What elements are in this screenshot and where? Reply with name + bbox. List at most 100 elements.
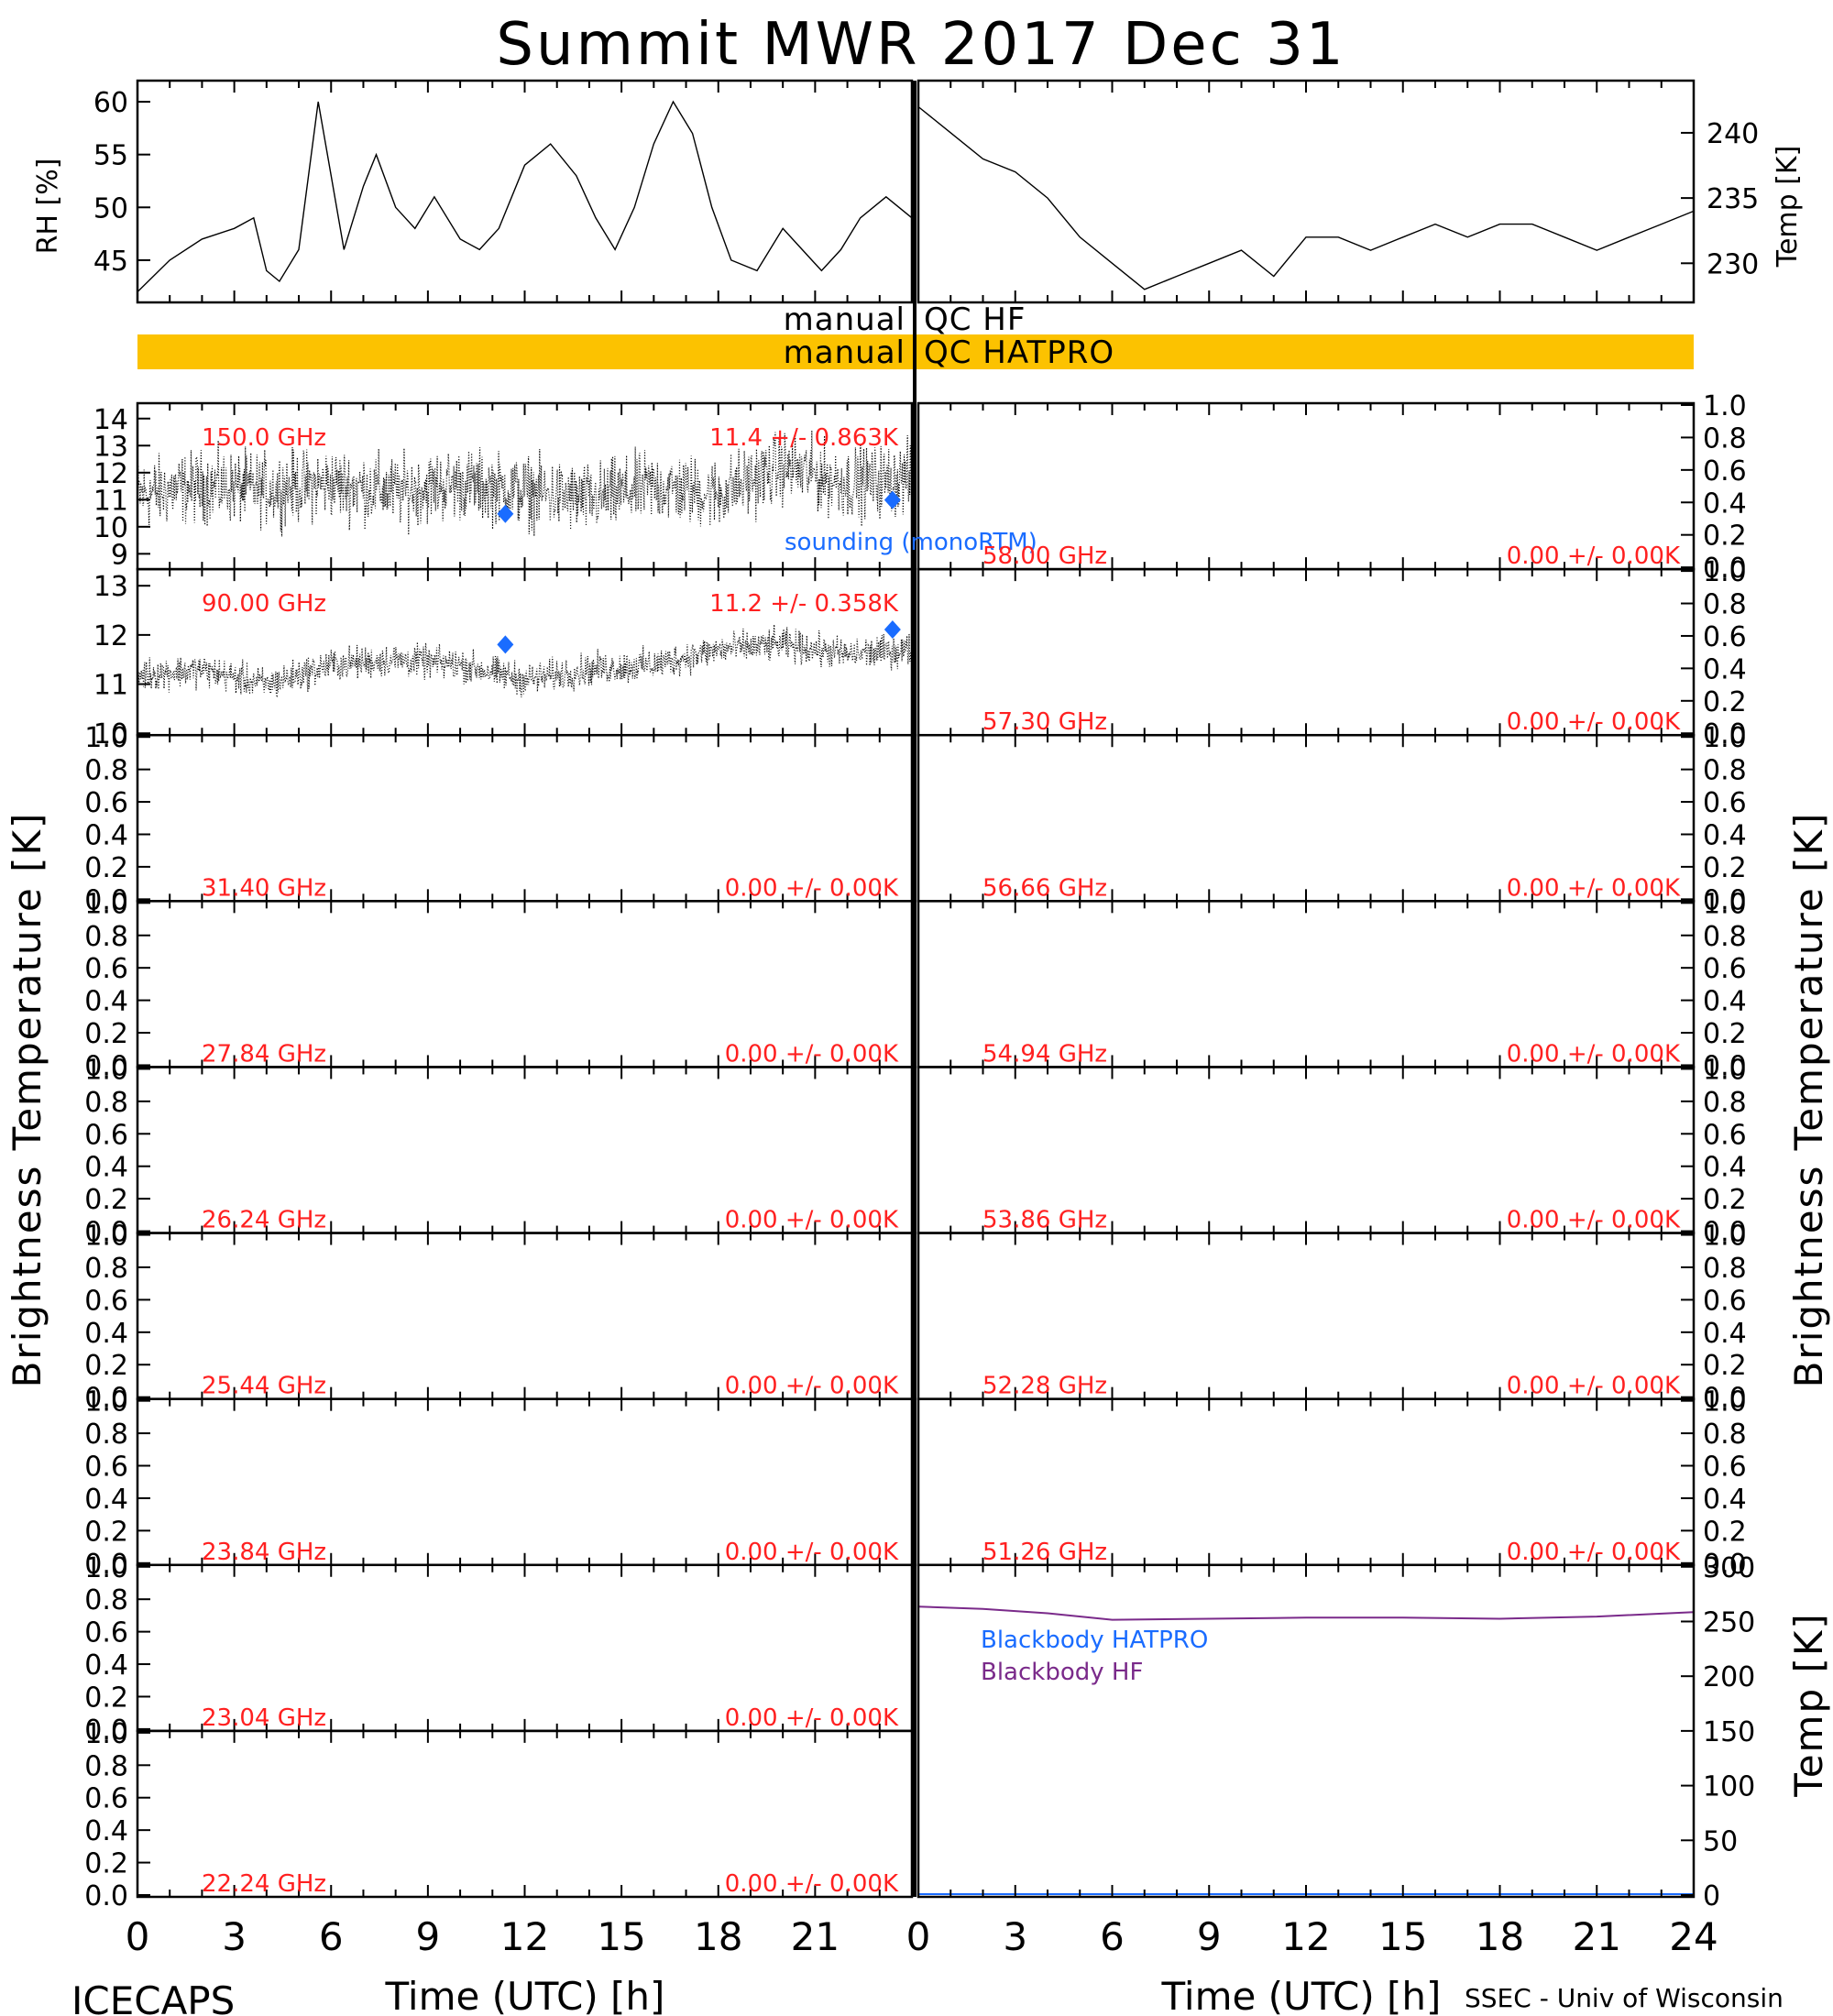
- panel-53-86-ghz-ytick-label: 0.2: [1703, 1184, 1747, 1216]
- bb-temp-axis-label: Temp [K]: [1786, 1612, 1831, 1798]
- panel-57-30-ghz-ytick-label: 0.6: [1703, 621, 1747, 653]
- panel-22-24-ghz-ytick-label: 1.0: [84, 1718, 128, 1750]
- panel-90-00-ghz-ytick-label: 11: [93, 670, 128, 702]
- panel-22-24-ghz-label: 22.24 GHz: [202, 1870, 326, 1898]
- brightness-axis-label-right: Brightness Temperature [K]: [1786, 812, 1831, 1388]
- panel-51-26-ghz-stat: 0.00 +/- 0.00K: [1507, 1539, 1681, 1566]
- rh-panel-ytick-label: 45: [93, 246, 128, 278]
- panel-56-66-ghz-ytick-label: 0.2: [1703, 852, 1747, 884]
- x-tick-label-right: 18: [1476, 1914, 1524, 1959]
- panel-56-66-ghz-ytick-label: 0.8: [1703, 755, 1747, 787]
- panel-90-00-ghz-ytick-label: 10: [93, 718, 128, 751]
- temp-panel-ytick-label: 235: [1707, 183, 1759, 215]
- panel-26-24-ghz-ytick-label: 0.4: [84, 1152, 128, 1184]
- panel-22-24-ghz-ytick-label: 0.6: [84, 1783, 128, 1815]
- panel-31-40-ghz-ytick-label: 0.4: [84, 819, 128, 851]
- bb-panel-ytick-label: 50: [1703, 1825, 1738, 1857]
- panel-53-86-ghz-ytick-label: 0.8: [1703, 1087, 1747, 1119]
- panel-31-40-ghz-ytick-label: 0.6: [84, 787, 128, 819]
- sounding-legend: sounding (monoRTM): [785, 529, 1037, 556]
- panel-53-86-ghz-ytick-label: 0.4: [1703, 1152, 1747, 1184]
- panel-150-0-ghz-ytick-label: 9: [111, 539, 128, 571]
- panel-54-94-ghz-ytick-label: 0.0: [1703, 1050, 1747, 1082]
- panel-25-44-ghz-stat: 0.00 +/- 0.00K: [725, 1373, 899, 1400]
- panel-23-84-ghz-label: 23.84 GHz: [202, 1539, 326, 1566]
- axes-layer: [136, 79, 1696, 1899]
- panel-90-00-ghz-stat: 11.2 +/- 0.358K: [709, 590, 899, 618]
- panel-150-0-ghz-ytick-label: 10: [93, 512, 128, 544]
- panel-53-86-ghz-ytick-label: 0.6: [1703, 1119, 1747, 1151]
- panel-56-66-ghz-ytick-label: 0.0: [1703, 884, 1747, 916]
- x-tick-label-left: 6: [319, 1914, 344, 1959]
- temp-axis-label: Temp [K]: [1772, 146, 1804, 268]
- panel-51-26-ghz-ytick-label: 0.6: [1703, 1452, 1747, 1484]
- panel-57-30-ghz-ytick-label: 0.0: [1703, 718, 1747, 751]
- panel-90-00-ghz-sounding-point: [884, 619, 901, 639]
- rh-panel-frame: [136, 79, 914, 304]
- panel-31-40-ghz-label: 31.40 GHz: [202, 874, 326, 902]
- panel-54-94-ghz-ytick-label: 0.8: [1703, 921, 1747, 953]
- panel-54-94-ghz-ytick-label: 0.2: [1703, 1018, 1747, 1050]
- panel-25-44-ghz-ytick-label: 0.2: [84, 1350, 128, 1382]
- panel-150-0-ghz-stat: 11.4 +/- 0.863K: [709, 424, 899, 452]
- bb-panel-ytick-label: 150: [1703, 1716, 1755, 1748]
- panel-150-0-ghz-label: 150.0 GHz: [202, 424, 326, 452]
- x-tick-label-right: 12: [1281, 1914, 1330, 1959]
- panel-56-66-ghz-ytick-label: 0.4: [1703, 819, 1747, 851]
- panel-25-44-ghz-ytick-label: 0.8: [84, 1253, 128, 1285]
- panel-25-44-ghz-ytick-label: 0.4: [84, 1318, 128, 1350]
- bb-panel-frame: [916, 1563, 1696, 1899]
- footer-right: SSEC - Univ of Wisconsin: [1465, 1983, 1784, 2013]
- panel-90-00-ghz-sounding-point: [497, 635, 514, 654]
- panel-54-94-ghz-label: 54.94 GHz: [982, 1040, 1107, 1068]
- panel-23-84-ghz-stat: 0.00 +/- 0.00K: [725, 1539, 899, 1566]
- panel-23-04-ghz-ytick-label: 1.0: [84, 1552, 128, 1584]
- qc-hatpro-label-left: manual: [784, 334, 906, 371]
- qc-hatpro-label-right: QC HATPRO: [924, 334, 1114, 371]
- panel-31-40-ghz-ytick-label: 0.0: [84, 884, 128, 916]
- panel-26-24-ghz-ytick-label: 0.6: [84, 1119, 128, 1151]
- panel-52-28-ghz-stat: 0.00 +/- 0.00K: [1507, 1373, 1681, 1400]
- x-tick-label-left: 15: [597, 1914, 645, 1959]
- panel-51-26-ghz-ytick-label: 0.2: [1703, 1516, 1747, 1548]
- panel-58-00-ghz-label: 58.00 GHz: [982, 542, 1107, 570]
- x-axis-label-left: Time (UTC) [h]: [385, 1974, 665, 2016]
- bb-panel-ytick-label: 100: [1703, 1771, 1755, 1803]
- panel-150-0-ghz-ytick-label: 11: [93, 485, 128, 517]
- panel-90-00-ghz-trace: [137, 624, 912, 698]
- panel-57-30-ghz-ytick-label: 0.2: [1703, 686, 1747, 718]
- bb-panel-ytick-label: 250: [1703, 1606, 1755, 1638]
- panel-53-86-ghz-stat: 0.00 +/- 0.00K: [1507, 1207, 1681, 1234]
- panel-25-44-ghz-ytick-label: 0.6: [84, 1285, 128, 1317]
- panel-23-84-ghz-ytick-label: 0.8: [84, 1419, 128, 1451]
- panel-52-28-ghz-ytick-label: 1.0: [1703, 1221, 1747, 1253]
- panel-26-24-ghz-ytick-label: 0.8: [84, 1087, 128, 1119]
- panel-58-00-ghz-ytick-label: 0.6: [1703, 455, 1747, 488]
- bb-hf-line: [917, 1605, 1695, 1621]
- panel-58-00-ghz-ytick-label: 0.8: [1703, 422, 1747, 455]
- panel-31-40-ghz-ytick-label: 1.0: [84, 722, 128, 754]
- panel-26-24-ghz-ytick-label: 1.0: [84, 1054, 128, 1086]
- x-tick-label-right: 6: [1100, 1914, 1125, 1959]
- panel-51-26-ghz-ytick-label: 0.0: [1703, 1549, 1747, 1581]
- rh-line: [137, 100, 913, 292]
- panel-51-26-ghz-ytick-label: 0.8: [1703, 1419, 1747, 1451]
- panel-31-40-ghz-stat: 0.00 +/- 0.00K: [725, 874, 899, 902]
- panel-22-24-ghz-stat: 0.00 +/- 0.00K: [725, 1870, 899, 1898]
- panel-52-28-ghz-ytick-label: 0.8: [1703, 1253, 1747, 1285]
- panel-57-30-ghz-ytick-label: 0.4: [1703, 653, 1747, 685]
- panel-23-04-ghz-ytick-label: 0.0: [84, 1715, 128, 1747]
- panel-56-66-ghz-ytick-label: 0.6: [1703, 787, 1747, 819]
- bb-panel-ytick-label: 0: [1703, 1880, 1720, 1912]
- panel-56-66-ghz-stat: 0.00 +/- 0.00K: [1507, 874, 1681, 902]
- panel-57-30-ghz-ytick-label: 1.0: [1703, 556, 1747, 588]
- panel-150-0-ghz-sounding-point: [884, 490, 901, 509]
- panel-90-00-ghz-ytick-label: 13: [93, 571, 128, 603]
- panel-150-0-ghz-ytick-label: 14: [93, 404, 128, 436]
- x-axis-label-right: Time (UTC) [h]: [1161, 1974, 1442, 2016]
- panel-54-94-ghz-ytick-label: 0.6: [1703, 953, 1747, 985]
- qc-hf-label-left: manual: [784, 301, 906, 338]
- figure-title: Summit MWR 2017 Dec 31: [496, 11, 1345, 79]
- panel-58-00-ghz-ytick-label: 0.0: [1703, 553, 1747, 585]
